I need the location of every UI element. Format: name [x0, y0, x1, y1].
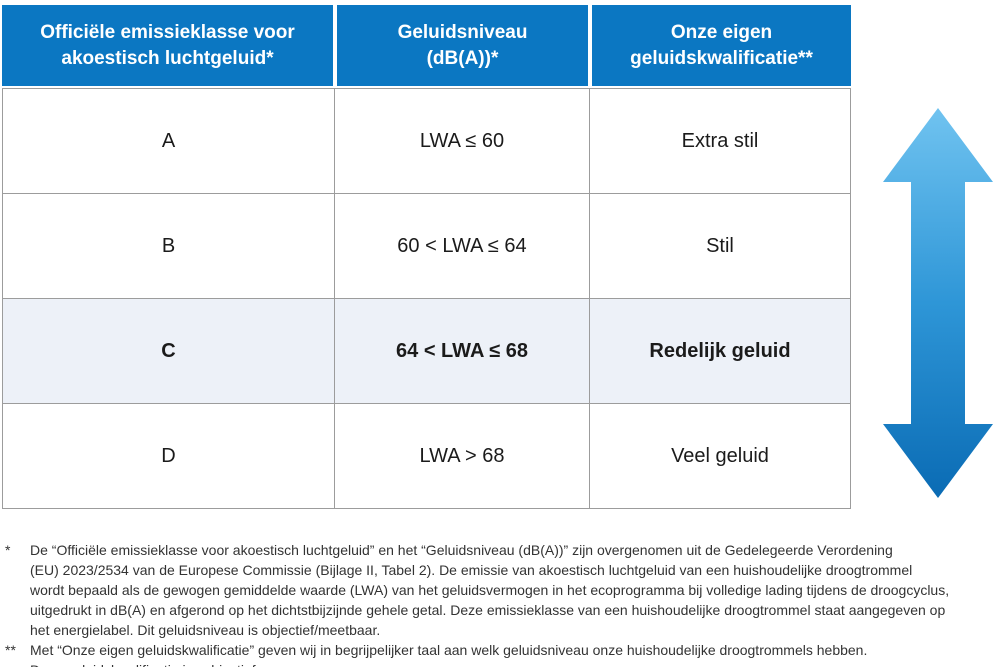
cell-kwalificatie-b: Stil	[590, 194, 850, 299]
cell-klasse-c-highlighted: C	[3, 299, 335, 404]
cell-kwalificatie-c-highlighted: Redelijk geluid	[590, 299, 850, 404]
footnote-marker-single-asterisk: *	[5, 542, 11, 558]
cell-niveau-a: LWA ≤ 60	[335, 89, 590, 194]
column-header-geluidsniveau: Geluidsniveau (dB(A))*	[337, 5, 588, 86]
cell-kwalificatie-d: Veel geluid	[590, 404, 850, 508]
double-arrow-icon	[883, 108, 993, 498]
footnotes-section: * De “Officiële emissieklasse voor akoes…	[5, 540, 997, 667]
column-header-kwalificatie: Onze eigen geluidskwalificatie**	[592, 5, 851, 86]
cell-niveau-b: 60 < LWA ≤ 64	[335, 194, 590, 299]
footnote-own-qualification: ** Met “Onze eigen geluidskwalificatie” …	[5, 640, 997, 667]
column-header-emissieklasse: Officiële emissieklasse voor akoestisch …	[2, 5, 333, 86]
cell-kwalificatie-a: Extra stil	[590, 89, 850, 194]
volume-scale-arrow-icon	[883, 108, 993, 498]
table-header-row: Officiële emissieklasse voor akoestisch …	[2, 5, 851, 86]
footnote-text-own-qualification: Met “Onze eigen geluidskwalificatie” gev…	[30, 642, 868, 667]
footnote-official-emission-class: * De “Officiële emissieklasse voor akoes…	[5, 540, 997, 640]
cell-klasse-d: D	[3, 404, 335, 508]
emission-class-table: A LWA ≤ 60 Extra stil B 60 < LWA ≤ 64 St…	[2, 88, 851, 509]
footnote-text-official-emission-class: De “Officiële emissieklasse voor akoesti…	[30, 542, 950, 638]
cell-klasse-a: A	[3, 89, 335, 194]
footnote-marker-double-asterisk: **	[5, 642, 16, 658]
cell-klasse-b: B	[3, 194, 335, 299]
cell-niveau-d: LWA > 68	[335, 404, 590, 508]
cell-niveau-c-highlighted: 64 < LWA ≤ 68	[335, 299, 590, 404]
